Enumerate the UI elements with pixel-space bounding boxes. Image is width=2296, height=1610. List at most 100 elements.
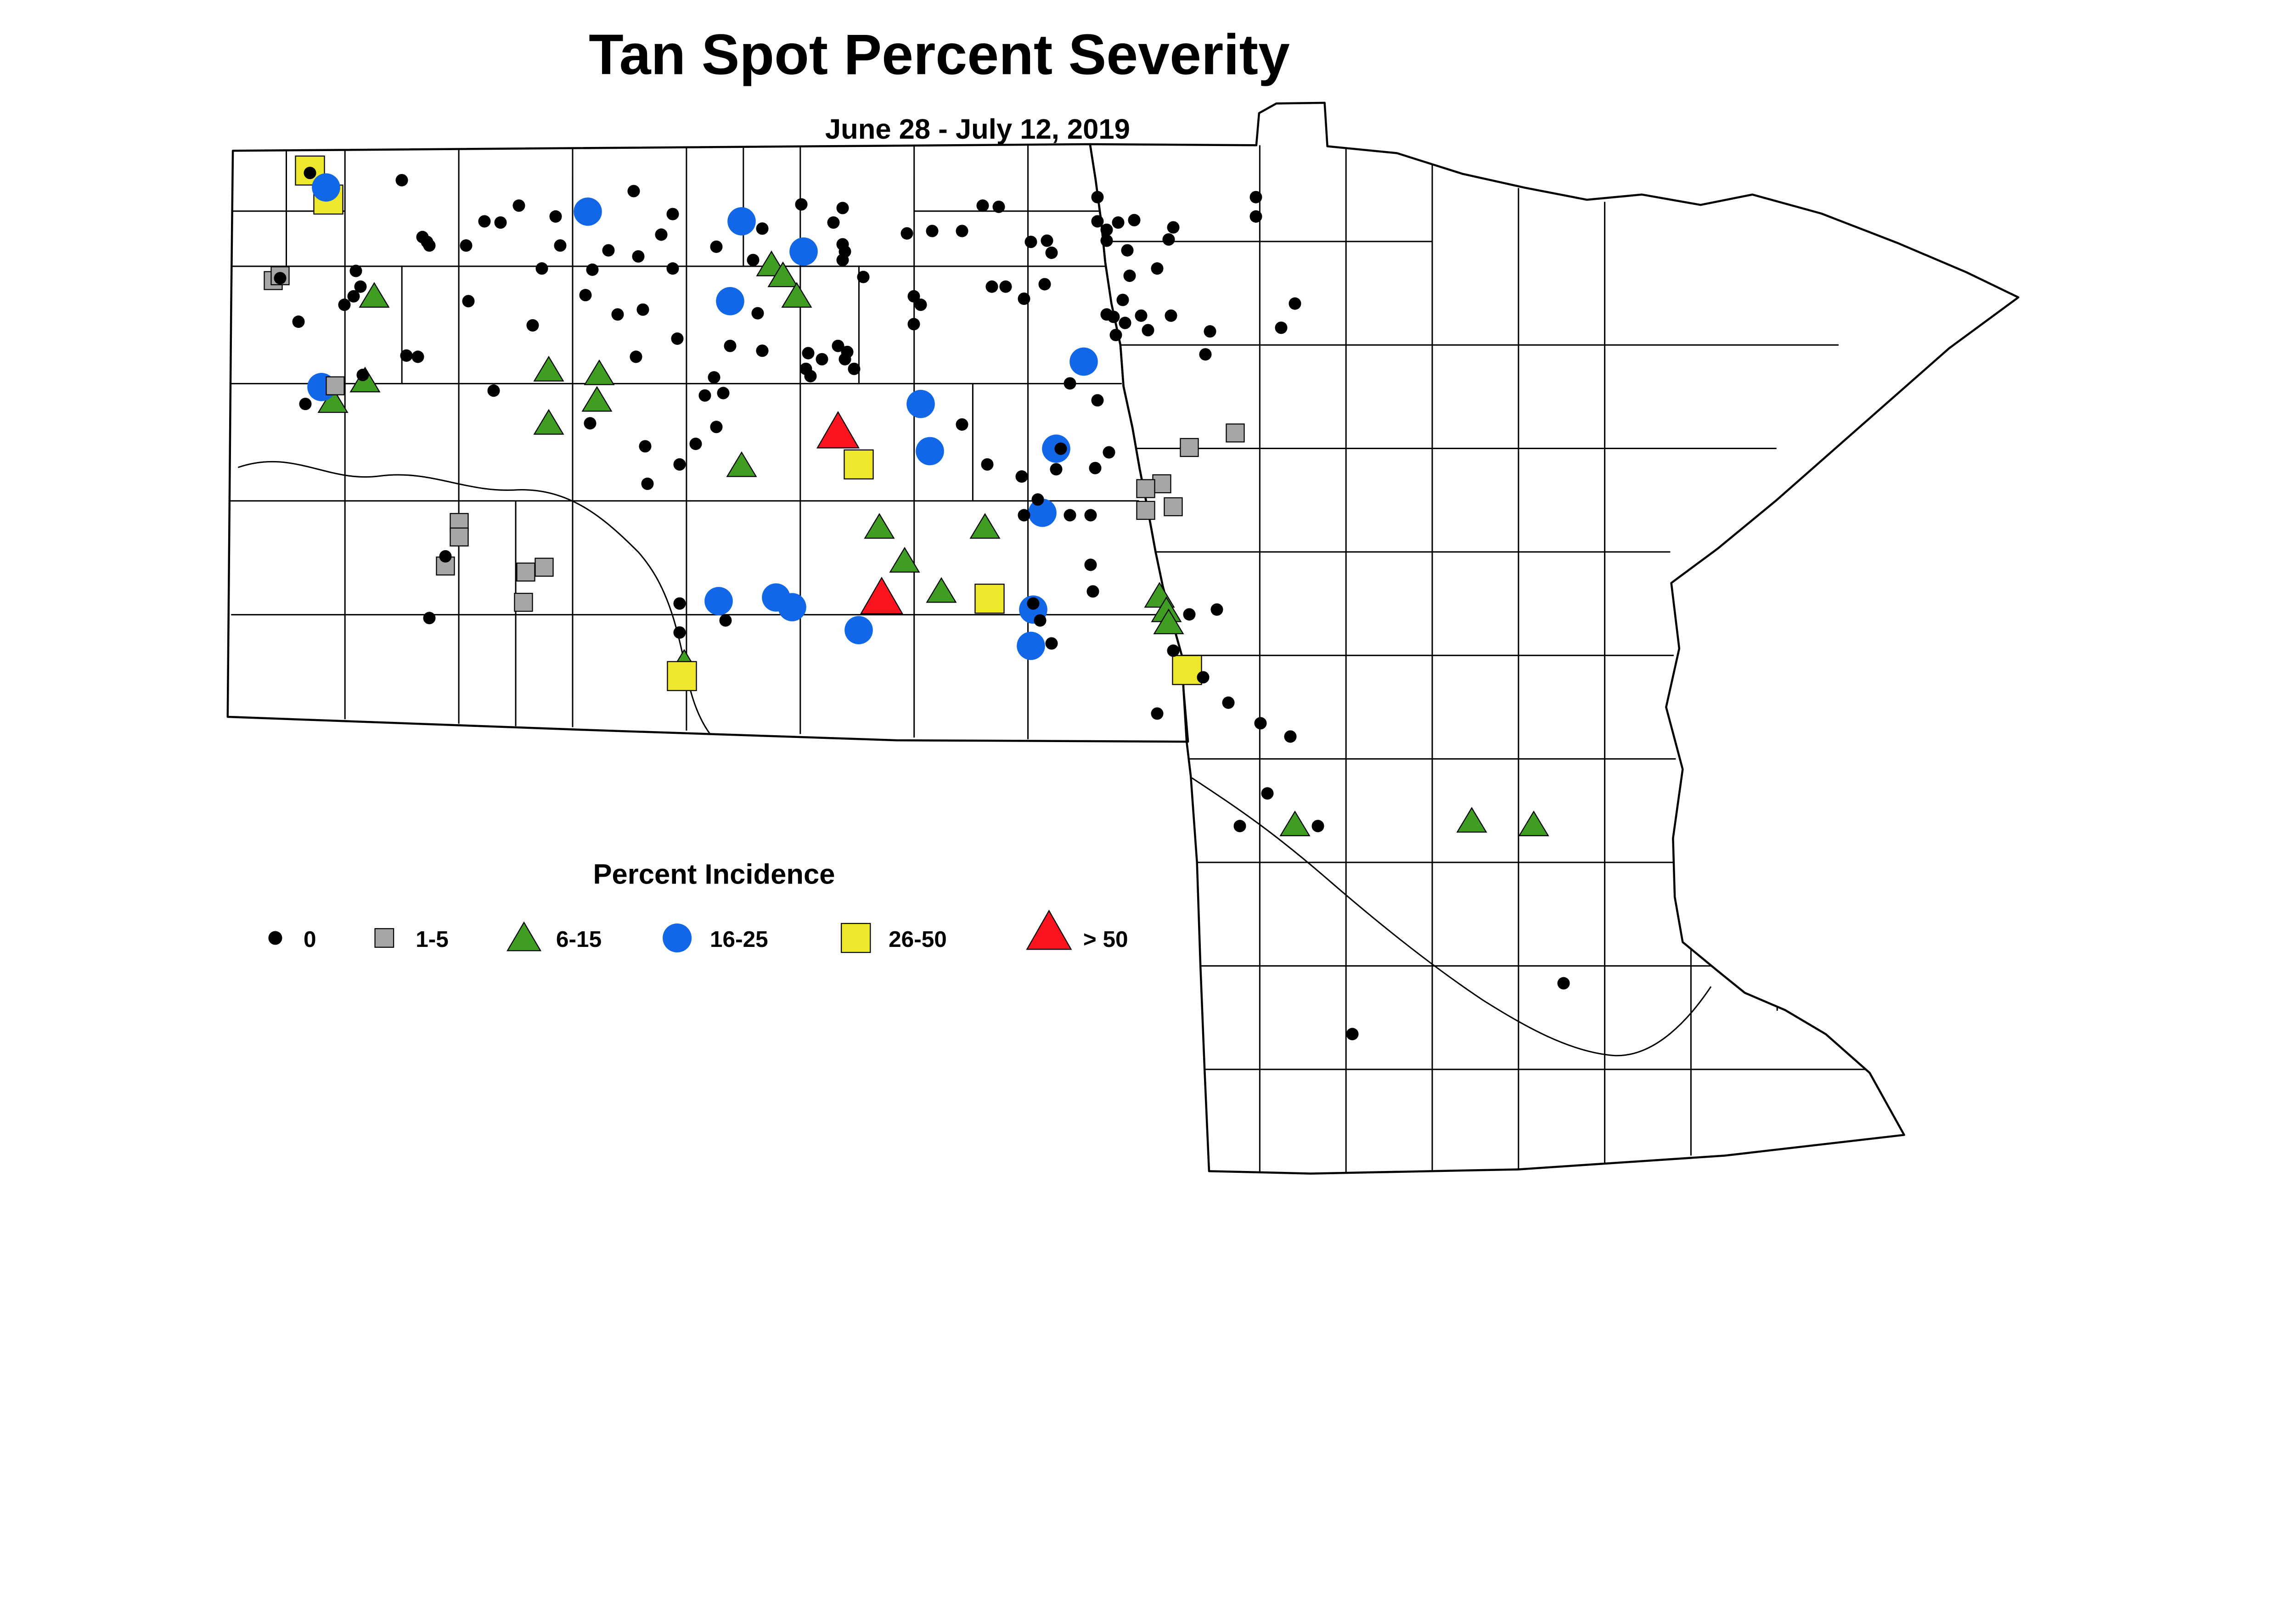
- marker-0: [1091, 191, 1104, 203]
- marker-0: [1089, 462, 1102, 474]
- marker-0: [494, 216, 507, 229]
- marker-0: [673, 626, 686, 639]
- marker-0: [460, 239, 473, 252]
- marker-0: [1045, 246, 1058, 259]
- marker-0: [1233, 820, 1246, 833]
- marker-0: [1091, 394, 1104, 407]
- marker-0: [641, 477, 654, 490]
- marker-0: [724, 339, 737, 352]
- legend-dot-icon: [268, 931, 282, 945]
- page-subtitle: June 28 - July 12, 2019: [825, 113, 1130, 145]
- marker-0: [1100, 223, 1113, 236]
- marker-0: [992, 200, 1005, 213]
- marker-0: [795, 198, 808, 211]
- marker-16-25: [906, 389, 935, 418]
- marker-0: [1167, 644, 1180, 657]
- marker-0: [1116, 293, 1129, 306]
- marker-0: [462, 295, 475, 308]
- marker-6-15: [781, 282, 812, 308]
- marker-0: [666, 208, 679, 220]
- marker-0: [639, 440, 652, 453]
- marker-0: [1142, 324, 1154, 337]
- marker-0: [349, 265, 362, 277]
- marker-gt50: [816, 411, 860, 449]
- legend-red-triangle-icon: [1026, 909, 1072, 950]
- missouri-river: [237, 461, 711, 735]
- marker-1-5: [1180, 438, 1199, 457]
- marker-6-15: [889, 546, 920, 573]
- marker-0: [584, 417, 597, 430]
- marker-0: [1091, 215, 1104, 228]
- marker-layer: [264, 155, 1570, 1041]
- marker-0: [602, 244, 615, 257]
- marker-0: [1167, 221, 1180, 234]
- marker-0: [1018, 293, 1030, 305]
- marker-0: [1151, 707, 1164, 720]
- marker-0: [1128, 214, 1141, 226]
- marker-16-25: [1017, 631, 1045, 660]
- marker-26-50: [844, 449, 874, 480]
- marker-0: [1162, 233, 1175, 246]
- legend-yellow-square-icon: [841, 923, 871, 953]
- marker-0: [655, 228, 668, 241]
- marker-0: [900, 227, 913, 240]
- marker-0: [627, 185, 640, 197]
- marker-0: [1018, 509, 1030, 522]
- marker-6-15: [533, 355, 564, 382]
- marker-0: [907, 318, 920, 331]
- marker-0: [1112, 216, 1125, 229]
- marker-1-5: [514, 592, 533, 612]
- legend-green-triangle-icon: [506, 921, 542, 951]
- marker-1-5: [1164, 497, 1183, 517]
- marker-0: [1119, 316, 1131, 329]
- marker-0: [1151, 262, 1164, 275]
- marker-6-15: [1456, 807, 1487, 833]
- marker-0: [395, 174, 408, 186]
- marker-0: [671, 332, 684, 345]
- marker-gt50: [860, 576, 904, 614]
- marker-16-25: [1028, 498, 1057, 527]
- marker-0: [526, 319, 539, 332]
- marker-26-50: [667, 661, 697, 691]
- marker-0: [1199, 348, 1212, 361]
- marker-0: [1204, 325, 1216, 338]
- marker-0: [632, 250, 645, 263]
- marker-0: [1084, 509, 1097, 522]
- marker-0: [356, 368, 369, 381]
- marker-0: [689, 438, 702, 450]
- marker-0: [756, 222, 769, 235]
- legend-yellow-square-label: 26-50: [889, 926, 947, 952]
- marker-0: [274, 272, 287, 285]
- legend-red-triangle-label: > 50: [1083, 926, 1128, 952]
- marker-0: [1050, 463, 1063, 476]
- page-title: Tan Spot Percent Severity: [589, 23, 1290, 87]
- marker-6-15: [767, 261, 799, 287]
- marker-0: [1135, 309, 1148, 322]
- marker-6-15: [359, 282, 390, 308]
- marker-0: [956, 225, 968, 237]
- marker-0: [999, 280, 1012, 293]
- marker-6-15: [1279, 811, 1311, 836]
- marker-0: [907, 290, 920, 303]
- marker-0: [1015, 470, 1028, 483]
- marker-0: [836, 253, 849, 266]
- marker-1-5: [1136, 501, 1155, 520]
- marker-0: [673, 597, 686, 610]
- map-figure: Tan Spot Percent Severity June 28 - July…: [226, 23, 2020, 1175]
- marker-0: [1103, 446, 1115, 459]
- legend-blue-circle-icon: [663, 923, 692, 953]
- marker-16-25: [789, 237, 818, 266]
- marker-0: [304, 167, 316, 180]
- marker-0: [719, 614, 732, 627]
- marker-0: [1222, 696, 1235, 709]
- marker-16-25: [704, 587, 733, 615]
- marker-0: [976, 199, 989, 212]
- marker-0: [1183, 608, 1196, 621]
- marker-26-50: [974, 584, 1005, 614]
- marker-0: [1197, 671, 1210, 684]
- marker-0: [981, 458, 994, 471]
- marker-6-15: [969, 513, 1001, 539]
- marker-0: [1045, 637, 1058, 650]
- marker-0: [816, 353, 828, 366]
- minnesota-river: [1191, 777, 1712, 1057]
